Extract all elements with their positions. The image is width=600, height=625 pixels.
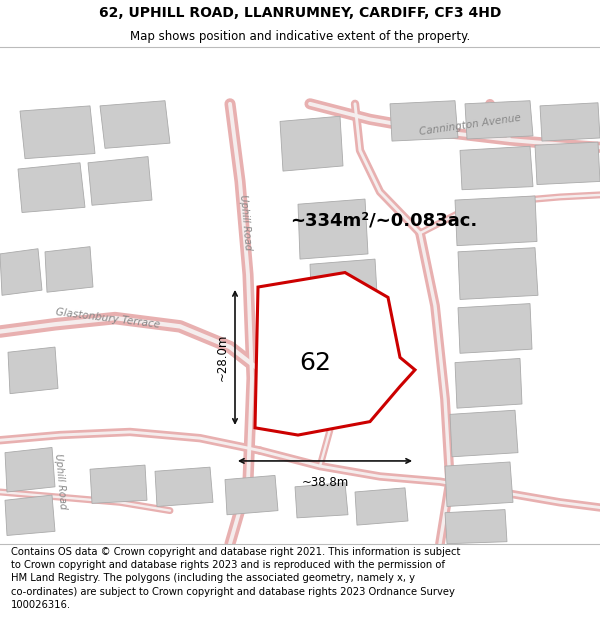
Text: Uphill Road: Uphill Road xyxy=(53,453,67,510)
Polygon shape xyxy=(455,196,537,246)
Polygon shape xyxy=(355,488,408,525)
Text: Contains OS data © Crown copyright and database right 2021. This information is : Contains OS data © Crown copyright and d… xyxy=(11,547,460,610)
Polygon shape xyxy=(298,199,368,259)
Polygon shape xyxy=(155,467,213,506)
Text: Uphill Road: Uphill Road xyxy=(238,194,253,251)
Polygon shape xyxy=(450,410,518,457)
Polygon shape xyxy=(45,247,93,292)
Polygon shape xyxy=(18,162,85,212)
Text: ~334m²/~0.083ac.: ~334m²/~0.083ac. xyxy=(290,212,477,230)
Polygon shape xyxy=(5,495,55,536)
Polygon shape xyxy=(445,509,507,544)
Polygon shape xyxy=(100,101,170,148)
Text: ~28.0m: ~28.0m xyxy=(216,334,229,381)
Text: Map shows position and indicative extent of the property.: Map shows position and indicative extent… xyxy=(130,30,470,43)
Polygon shape xyxy=(90,465,147,503)
Text: Cannington Avenue: Cannington Avenue xyxy=(418,112,521,137)
Polygon shape xyxy=(225,476,278,515)
Polygon shape xyxy=(465,101,533,139)
Polygon shape xyxy=(458,248,538,299)
Text: 62: 62 xyxy=(299,351,331,374)
Polygon shape xyxy=(390,101,458,141)
Polygon shape xyxy=(20,106,95,159)
Polygon shape xyxy=(458,304,532,353)
Polygon shape xyxy=(310,259,378,316)
Polygon shape xyxy=(0,249,42,295)
Polygon shape xyxy=(535,142,600,184)
Polygon shape xyxy=(445,462,513,506)
Polygon shape xyxy=(8,347,58,394)
Text: Glastonbury Terrace: Glastonbury Terrace xyxy=(55,307,161,329)
Text: 62, UPHILL ROAD, LLANRUMNEY, CARDIFF, CF3 4HD: 62, UPHILL ROAD, LLANRUMNEY, CARDIFF, CF… xyxy=(99,6,501,20)
Polygon shape xyxy=(280,116,343,171)
Polygon shape xyxy=(255,272,415,435)
Polygon shape xyxy=(460,146,533,190)
Polygon shape xyxy=(5,448,55,492)
Polygon shape xyxy=(540,102,600,141)
Polygon shape xyxy=(295,482,348,518)
Polygon shape xyxy=(455,359,522,408)
Text: ~38.8m: ~38.8m xyxy=(301,476,349,489)
Polygon shape xyxy=(88,157,152,205)
